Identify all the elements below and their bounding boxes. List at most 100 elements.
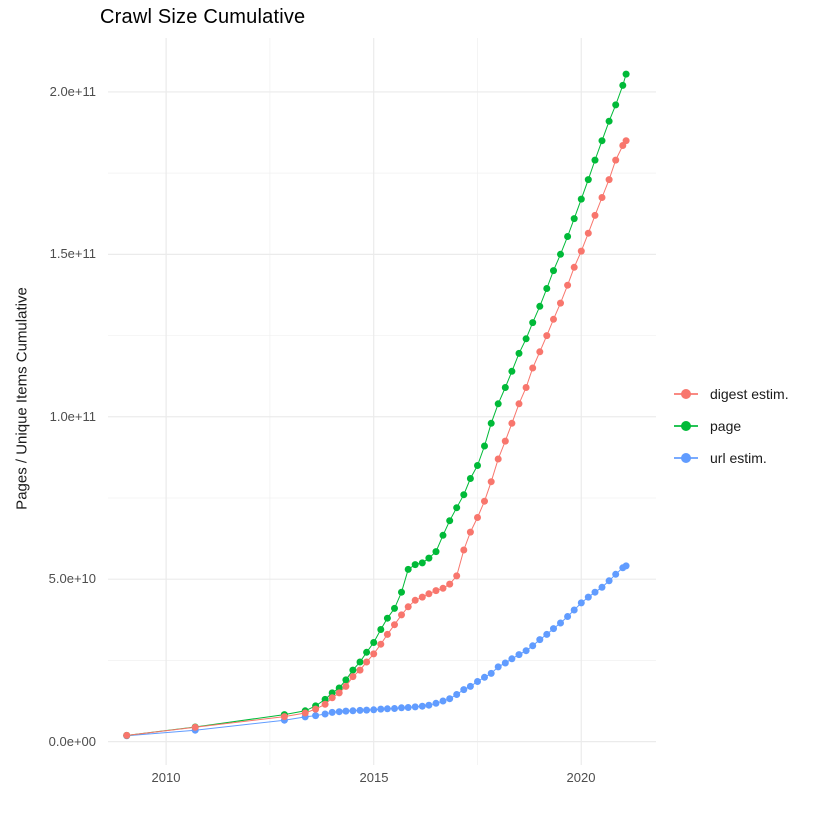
data-point [370, 639, 378, 646]
data-point [404, 704, 412, 711]
data-point [598, 194, 606, 201]
minor-gridlines [108, 38, 656, 765]
data-point [494, 455, 502, 463]
data-point [508, 367, 516, 375]
data-point [543, 332, 551, 340]
data-point [398, 611, 405, 619]
data-point [349, 666, 357, 674]
data-point [370, 650, 378, 658]
data-point [312, 712, 320, 720]
data-point [474, 462, 481, 469]
x-tick-label: 2010 [151, 770, 181, 785]
data-point [356, 666, 364, 674]
data-point [591, 588, 599, 596]
data-point [363, 648, 371, 656]
data-point [612, 101, 620, 109]
legend-item-page: page [672, 410, 789, 442]
data-point [349, 673, 357, 681]
data-point [411, 596, 419, 604]
data-point [529, 319, 537, 327]
series-line-digest-estim [126, 140, 627, 736]
data-point [321, 710, 329, 718]
data-point [453, 504, 461, 512]
data-point [391, 604, 398, 612]
data-point [446, 580, 454, 588]
data-point [481, 673, 488, 681]
data-point [598, 583, 606, 591]
data-point [377, 640, 385, 648]
data-point [377, 705, 385, 713]
data-point [522, 335, 530, 343]
data-point [460, 491, 468, 499]
data-point [501, 384, 509, 391]
x-tick-label: 2015 [359, 770, 389, 785]
data-point [622, 70, 630, 78]
data-point [494, 663, 502, 671]
data-point [432, 699, 440, 707]
data-point [453, 572, 461, 580]
data-point [321, 700, 329, 708]
data-point [383, 630, 391, 638]
x-tick-label: 2020 [566, 770, 596, 785]
data-point [515, 400, 523, 408]
data-point [529, 364, 537, 372]
series-page [123, 70, 630, 739]
data-point [487, 419, 495, 427]
data-point [425, 554, 433, 562]
chart-title: Crawl Size Cumulative [100, 6, 306, 28]
y-tick-label: 2.0e+11 [49, 84, 96, 99]
data-point [404, 565, 412, 573]
data-point [404, 603, 412, 611]
data-point [612, 570, 620, 578]
data-point [474, 678, 481, 685]
legend-item-url-estim: url estim. [672, 442, 789, 474]
data-point [439, 584, 447, 592]
data-point [398, 704, 405, 712]
legend: digest estim. page url estim. [672, 378, 789, 474]
legend-key-dot [681, 421, 691, 431]
y-axis-title: Pages / Unique Items Cumulative [13, 287, 31, 510]
data-point [487, 669, 495, 677]
data-point [622, 562, 630, 570]
legend-key-dot [681, 389, 691, 399]
y-tick-label: 1.5e+11 [49, 246, 96, 261]
data-point [550, 625, 557, 633]
data-point [466, 475, 474, 482]
data-point [584, 593, 592, 601]
data-point [356, 658, 364, 666]
data-point [191, 723, 199, 731]
data-point [622, 137, 630, 145]
data-point [557, 619, 564, 627]
data-point [335, 684, 343, 692]
legend-key-icon [672, 418, 700, 434]
data-point [508, 655, 516, 663]
data-point [577, 599, 585, 607]
data-point [564, 281, 572, 289]
data-point [522, 384, 530, 391]
data-point [383, 705, 391, 713]
data-point [439, 531, 447, 539]
data-point [557, 250, 564, 258]
data-point [363, 658, 371, 666]
data-point [550, 267, 557, 275]
legend-key-dot [681, 453, 691, 463]
data-point [494, 400, 502, 408]
data-point [432, 548, 440, 556]
data-point [328, 694, 336, 702]
data-point [591, 156, 599, 164]
data-point [619, 81, 627, 89]
data-point [570, 263, 578, 271]
data-point [342, 676, 350, 684]
data-point [550, 315, 557, 323]
data-point [446, 517, 454, 525]
data-point [564, 233, 572, 240]
data-point [598, 137, 606, 145]
data-point [418, 593, 426, 601]
data-point [383, 614, 391, 622]
data-point [515, 651, 523, 659]
data-point [570, 606, 578, 614]
data-point [536, 636, 544, 644]
y-tick-label: 1.0e+11 [49, 409, 96, 424]
